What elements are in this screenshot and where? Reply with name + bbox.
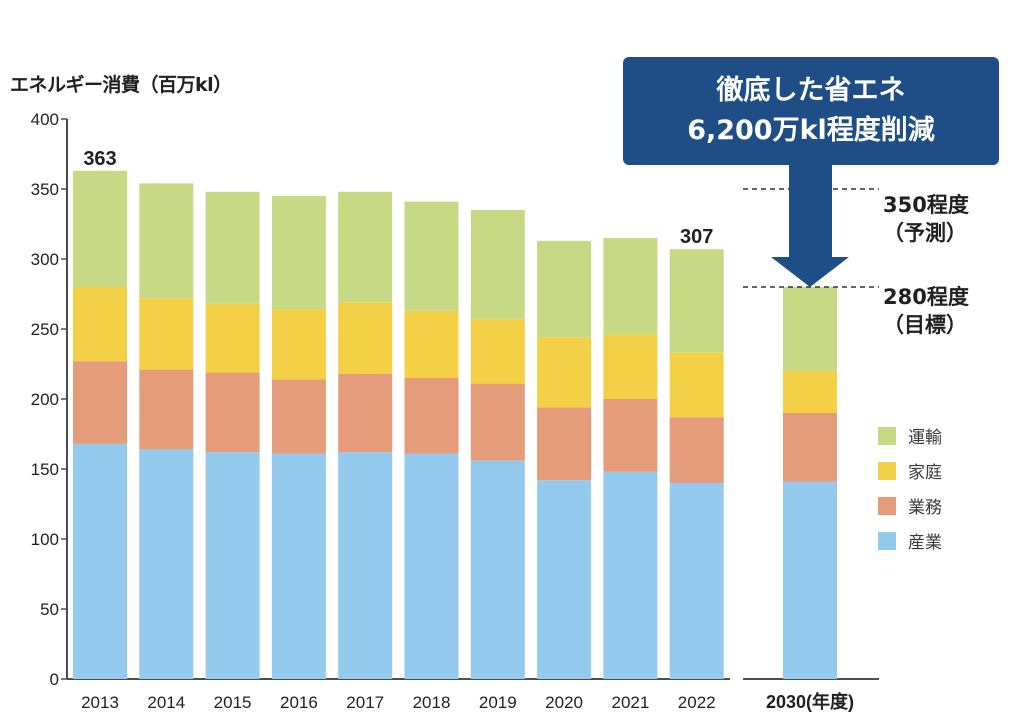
bar-segment bbox=[537, 480, 592, 679]
bar-segment bbox=[470, 210, 525, 320]
bar-segment bbox=[404, 201, 459, 311]
bar-segment bbox=[139, 183, 194, 299]
bar-segment bbox=[139, 449, 194, 679]
bar-segment bbox=[603, 399, 658, 472]
y-tick-label: 150 bbox=[31, 460, 59, 479]
forecast-note: 350程度 （予測） bbox=[883, 191, 969, 247]
x-tick-label: 2018 bbox=[413, 693, 451, 712]
bar-segment bbox=[338, 191, 393, 303]
x-tick-label: 2021 bbox=[611, 693, 649, 712]
bar-segment bbox=[537, 337, 592, 408]
bar-segment bbox=[470, 319, 525, 384]
y-tick-label: 350 bbox=[31, 180, 59, 199]
bar-segment bbox=[537, 240, 592, 338]
bar-segment bbox=[271, 196, 326, 310]
legend-label: 運輸 bbox=[908, 428, 942, 448]
bar-segment bbox=[139, 298, 194, 370]
bar-segment bbox=[669, 483, 724, 679]
legend-item-industry: 産業 bbox=[878, 523, 942, 558]
data-label: 363 bbox=[83, 148, 116, 170]
x-tick-label: 2014 bbox=[147, 693, 185, 712]
bar-segment bbox=[669, 417, 724, 483]
arrow-head bbox=[771, 257, 849, 287]
bar-segment bbox=[271, 379, 326, 454]
x-tick-label: 2019 bbox=[479, 693, 517, 712]
arrow-shaft bbox=[789, 160, 832, 257]
x-tick-label: 2017 bbox=[346, 693, 384, 712]
x-tick-label: 2020 bbox=[545, 693, 583, 712]
bar-segment bbox=[338, 302, 393, 374]
bar-segment bbox=[783, 371, 837, 413]
bar-segment bbox=[783, 481, 837, 679]
bar-segment bbox=[603, 334, 658, 399]
bar-segment bbox=[470, 383, 525, 461]
annotation-callout: 徹底した省エネ 6,200万kl程度削減 bbox=[623, 57, 999, 165]
legend-item-household: 家庭 bbox=[878, 453, 942, 488]
x-tick-label: 2016 bbox=[280, 693, 318, 712]
bar-segment bbox=[205, 191, 260, 304]
bar-segment bbox=[338, 373, 393, 453]
legend-label: 業務 bbox=[908, 498, 942, 518]
legend-item-transport: 運輸 bbox=[878, 418, 942, 453]
legend-swatch bbox=[878, 426, 896, 445]
bar-segment bbox=[783, 287, 837, 371]
legend-label: 産業 bbox=[908, 533, 942, 553]
y-tick-label: 400 bbox=[31, 110, 59, 129]
bar-segment bbox=[73, 443, 127, 679]
bar-segment bbox=[205, 452, 260, 679]
legend-swatch bbox=[878, 461, 896, 480]
annotation-line-2: 6,200万kl程度削減 bbox=[687, 115, 935, 146]
bar-segment bbox=[669, 352, 724, 418]
bar-segment bbox=[205, 372, 260, 453]
y-tick-label: 250 bbox=[31, 320, 59, 339]
y-axis-title: エネルギー消費（百万kl） bbox=[10, 74, 232, 96]
bar-segment bbox=[338, 452, 393, 679]
y-tick-label: 300 bbox=[31, 250, 59, 269]
bar-segment bbox=[537, 407, 592, 481]
bar-segment bbox=[669, 249, 724, 353]
bar-segment bbox=[271, 453, 326, 679]
bar-segment bbox=[603, 238, 658, 335]
legend-label: 家庭 bbox=[908, 463, 942, 483]
target-note-caption: （目標） bbox=[883, 313, 967, 337]
x-tick-label: 2015 bbox=[214, 693, 252, 712]
bar-segment bbox=[139, 369, 194, 450]
y-tick-label: 50 bbox=[40, 600, 59, 619]
bar-segment bbox=[404, 378, 459, 454]
data-label: 307 bbox=[680, 226, 713, 248]
bar-segment bbox=[603, 471, 658, 679]
bar-segment bbox=[73, 361, 127, 444]
x-tick-label: 2030(年度) bbox=[766, 691, 854, 712]
legend-swatch bbox=[878, 496, 896, 515]
y-tick-label: 200 bbox=[31, 390, 59, 409]
legend-item-commercial: 業務 bbox=[878, 488, 942, 523]
bar-segment bbox=[271, 309, 326, 380]
bar-segment bbox=[783, 413, 837, 482]
legend-swatch bbox=[878, 531, 896, 550]
forecast-note-value: 350程度 bbox=[883, 193, 969, 217]
target-note-value: 280程度 bbox=[883, 285, 969, 309]
legend: 運輸 家庭 業務 産業 bbox=[878, 418, 942, 558]
x-tick-label: 2013 bbox=[81, 693, 119, 712]
x-tick-label: 2022 bbox=[678, 693, 716, 712]
y-tick-label: 0 bbox=[50, 670, 59, 689]
y-tick-label: 100 bbox=[31, 530, 59, 549]
bar-segment bbox=[205, 303, 260, 373]
bar-segment bbox=[470, 460, 525, 679]
bar-segment bbox=[404, 310, 459, 378]
annotation-line-1: 徹底した省エネ bbox=[716, 75, 906, 106]
bar-segment bbox=[404, 453, 459, 679]
bar-segment bbox=[73, 287, 127, 362]
target-note: 280程度 （目標） bbox=[883, 283, 969, 339]
forecast-note-caption: （予測） bbox=[883, 221, 967, 245]
bar-segment bbox=[73, 170, 127, 287]
